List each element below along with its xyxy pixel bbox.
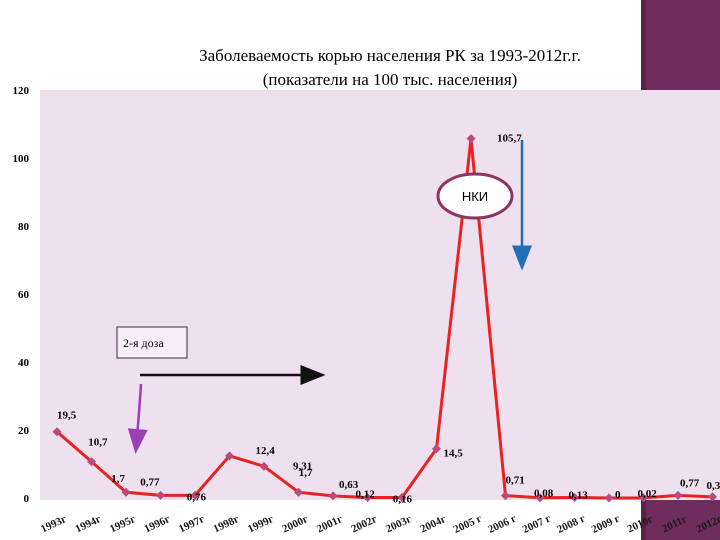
second-dose-label: 2-я доза — [123, 336, 164, 350]
x-tick-label: 1996г — [142, 513, 172, 535]
x-tick-label: 2012г — [694, 513, 720, 535]
data-label: 1,7 — [299, 467, 313, 479]
x-tick-label: 1993г — [39, 513, 69, 535]
chart-title-line-2: (показатели на 100 тыс. населения) — [262, 70, 518, 89]
y-tick-label: 20 — [18, 425, 30, 437]
x-tick-label: 2011г — [660, 513, 689, 535]
y-tick-label: 0 — [24, 493, 30, 505]
data-label: 9,31 — [293, 460, 312, 472]
nki-badge — [436, 172, 514, 220]
series-line — [56, 137, 713, 500]
data-label: 1,7 — [111, 473, 125, 485]
data-label: 0,76 — [187, 491, 207, 503]
data-point-marker — [570, 493, 579, 503]
data-label: 0 — [615, 489, 621, 501]
data-label: 0,77 — [680, 477, 700, 489]
data-point-marker — [328, 491, 338, 501]
data-point-marker — [708, 492, 717, 502]
data-point-marker — [535, 493, 545, 503]
data-label: 0,13 — [569, 490, 589, 502]
y-tick-label: 60 — [18, 289, 30, 301]
x-tick-label: 2006 г — [486, 513, 518, 536]
y-axis: 0 20 40 60 80 100 120 — [13, 85, 30, 505]
data-point-marker — [363, 493, 372, 503]
data-point-marker — [604, 493, 614, 503]
data-point-marker — [466, 134, 476, 144]
data-label: 19,5 — [57, 410, 77, 422]
y-tick-label: 100 — [13, 153, 30, 165]
x-tick-label: 2009 г — [590, 513, 622, 536]
nki-annotation: НКИ — [436, 172, 514, 220]
data-label: 10,7 — [88, 437, 108, 449]
x-tick-label: 2005 г — [452, 513, 484, 536]
data-point-marker — [673, 490, 683, 500]
x-tick-label: 2008 г — [555, 513, 587, 536]
second-dose-pointer-arrow — [127, 383, 148, 454]
data-label: 14,5 — [444, 448, 464, 460]
data-point-marker — [156, 490, 165, 500]
x-tick-label: 2004г — [418, 513, 448, 535]
x-tick-label: 1995г — [108, 513, 138, 535]
data-label: 0,08 — [534, 488, 554, 500]
data-label: 105,7 — [497, 133, 522, 145]
second-dose-box — [116, 326, 188, 359]
data-point-marker — [639, 493, 648, 503]
x-tick-label: 2002г — [349, 513, 379, 535]
y-tick-label: 120 — [13, 85, 30, 97]
x-tick-label: 2007 г — [521, 513, 553, 536]
data-point-marker — [432, 444, 441, 454]
data-label: 0,12 — [356, 489, 376, 501]
plot-area — [40, 90, 720, 500]
data-label: 0,63 — [339, 479, 359, 491]
chart-title: Заболеваемость корью населения РК за 199… — [110, 44, 670, 92]
data-label: 12,4 — [256, 445, 276, 457]
x-tick-label: 2010г — [625, 513, 655, 535]
data-label: 0,77 — [140, 476, 160, 488]
x-tick-label: 1997г — [177, 513, 207, 535]
data-label: 0,02 — [638, 488, 658, 500]
nki-label: НКИ — [462, 189, 488, 204]
chart-title-line-1: Заболеваемость корью населения РК за 199… — [199, 46, 581, 65]
data-label: 0,71 — [506, 475, 525, 487]
data-point-marker — [294, 487, 303, 497]
data-point-marker — [87, 457, 96, 467]
data-label: 0,33 — [707, 480, 720, 492]
x-tick-label: 1994г — [73, 513, 103, 535]
x-tick-label: 2001г — [315, 513, 345, 535]
y-tick-label: 40 — [18, 357, 30, 369]
data-point-marker — [190, 490, 200, 500]
second-dose-annotation: 2-я доза — [116, 326, 188, 359]
x-axis: 1993г 1994г 1995г 1996г 1997г 1998г 1999г 2000г… — [39, 513, 720, 536]
x-tick-label: 1999г — [246, 513, 276, 535]
x-tick-label: 1998г — [211, 513, 241, 535]
data-label: 0,16 — [393, 493, 413, 505]
data-point-marker — [259, 461, 269, 471]
data-point-marker — [501, 491, 510, 501]
series-markers — [52, 134, 717, 503]
data-point-marker — [397, 492, 407, 502]
data-point-marker — [225, 451, 234, 461]
data-point-marker — [52, 427, 62, 437]
x-tick-label: 2000г — [280, 513, 310, 535]
x-tick-label: 2003г — [384, 513, 414, 535]
data-point-marker — [121, 487, 131, 497]
y-tick-label: 80 — [18, 221, 30, 233]
